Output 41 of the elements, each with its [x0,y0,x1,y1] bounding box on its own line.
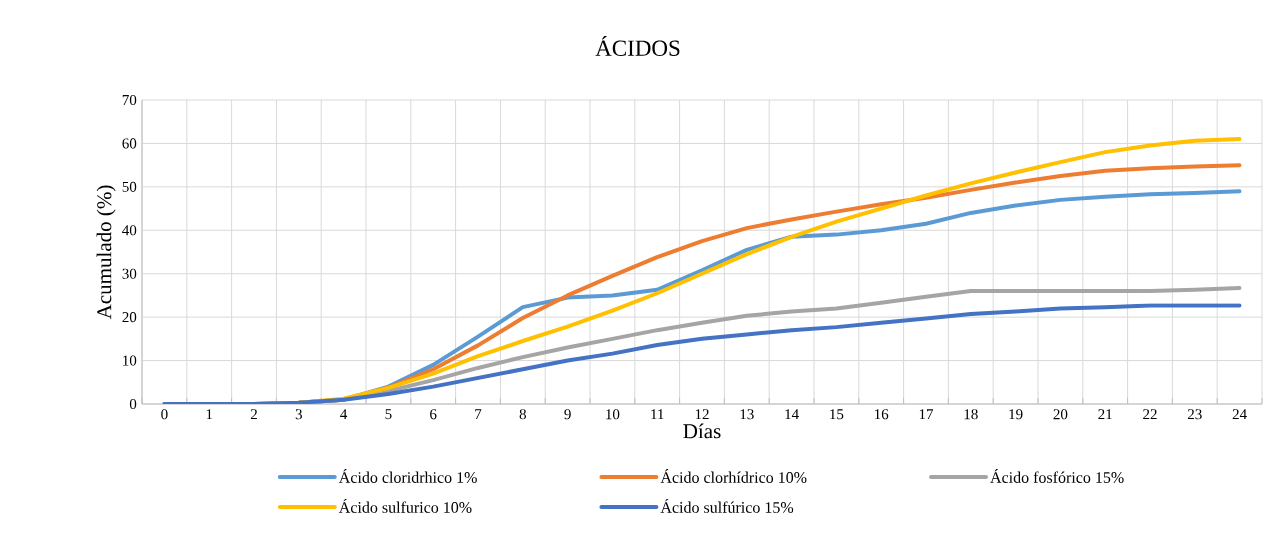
y-tick-label: 0 [129,398,137,410]
x-tick-label: 12 [695,409,709,420]
x-tick-label: 8 [519,409,526,420]
x-tick-label: 16 [875,409,889,420]
x-tick-label: 0 [161,409,168,420]
x-tick-label: 7 [475,409,482,420]
x-tick-label: 6 [430,409,437,420]
x-tick-label: 15 [830,409,844,420]
legend-label: Ácido clorhídrico 10% [660,469,807,483]
x-tick-label: 17 [919,409,934,420]
legend-label: Ácido fosfórico 15% [990,469,1124,483]
x-tick-label: 1 [206,409,213,420]
y-tick-label: 70 [122,94,137,106]
x-tick-label: 11 [651,409,664,420]
x-axis-title: Días [683,423,721,439]
legend-label: Ácido sulfurico 10% [338,498,472,513]
y-tick-label: 60 [122,138,137,149]
x-tick-label: 13 [740,409,754,420]
legend-label: Ácido cloridrhico 1% [338,469,477,483]
legend-label: Ácido sulfúrico 15% [660,498,794,513]
x-tick-label: 19 [1009,409,1023,420]
x-tick-label: 4 [340,409,348,420]
x-tick-label: 22 [1143,409,1157,420]
x-tick-label: 21 [1098,409,1112,420]
y-tick-label: 10 [123,355,137,366]
x-tick-label: 23 [1187,409,1202,420]
x-tick-label: 9 [564,409,571,420]
y-tick-label: 40 [122,225,137,236]
x-tick-label: 20 [1053,409,1068,420]
x-tick-label: 18 [964,409,978,420]
y-tick-label: 30 [122,268,137,279]
x-tick-label: 24 [1232,409,1247,420]
x-tick-label: 5 [385,409,392,420]
x-tick-label: 2 [250,409,257,420]
y-tick-label: 20 [122,312,137,323]
x-tick-label: 14 [785,409,799,420]
chart-title: ÁCIDOS [595,36,680,56]
y-tick-label: 50 [122,181,137,192]
x-tick-label: 10 [606,409,620,420]
y-axis-title: Acumulado (%) [96,185,116,320]
x-tick-label: 3 [295,409,302,420]
